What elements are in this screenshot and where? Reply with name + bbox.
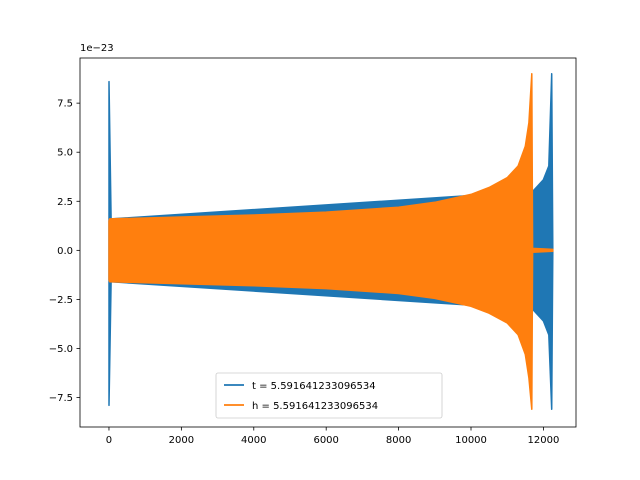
x-tick-label: 4000 [241,435,266,446]
legend-label-1: t = 5.591641233096534 [252,381,376,392]
y-axis: −7.5 −5.0 −2.5 0.0 2.5 5.0 7.5 [49,99,80,404]
x-tick-label: 10000 [455,435,487,446]
x-tick-label: 2000 [169,435,194,446]
series-2-waveform [108,72,554,411]
legend-label-2: h = 5.591641233096534 [252,401,378,412]
legend: t = 5.591641233096534 h = 5.5916412330965… [215,372,443,419]
axes-frame [79,57,577,428]
legend-box [215,372,443,419]
plot-area [108,72,554,411]
x-tick-label: 0 [106,435,112,446]
y-tick-label: −7.5 [49,393,73,404]
y-tick-label: 2.5 [57,197,73,208]
x-axis: 0 2000 4000 6000 8000 10000 12000 [106,427,560,446]
x-tick-label: 12000 [528,435,560,446]
y-tick-label: −5.0 [49,344,73,355]
x-tick-label: 6000 [313,435,338,446]
y-tick-label: 0.0 [57,246,73,257]
y-offset-label: 1e−23 [80,43,114,54]
y-tick-label: −2.5 [49,295,73,306]
x-tick-label: 8000 [386,435,411,446]
y-tick-label: 5.0 [57,148,73,159]
y-tick-label: 7.5 [57,99,73,110]
